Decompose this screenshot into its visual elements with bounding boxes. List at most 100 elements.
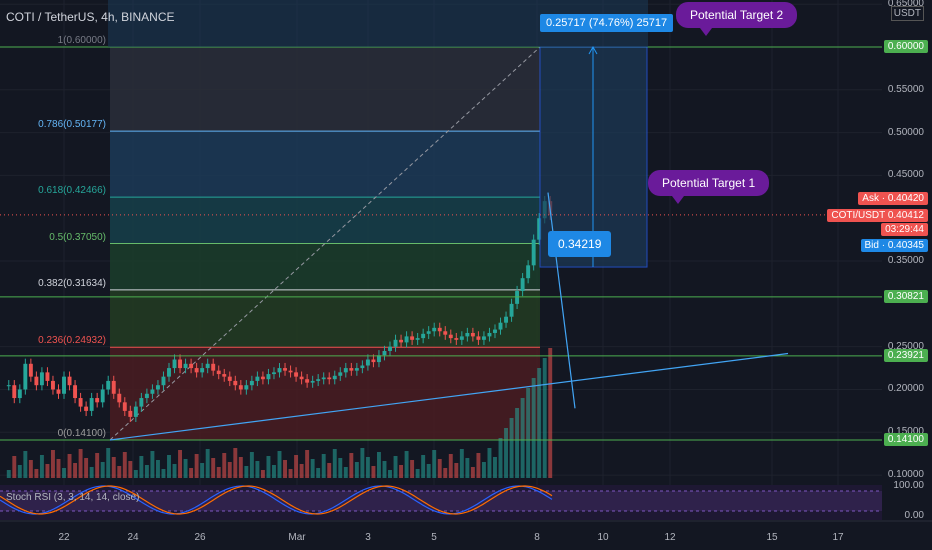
candle-body — [144, 393, 149, 399]
volume-bar — [283, 460, 287, 478]
candle-body — [338, 372, 343, 376]
fib-level-label: 1(0.60000) — [57, 35, 106, 46]
candle-body — [89, 398, 94, 411]
volume-bar — [332, 449, 337, 478]
volume-bar — [216, 467, 221, 478]
fib-retracement — [109, 46, 541, 441]
volume-bar — [459, 449, 464, 478]
volume-bar — [376, 452, 381, 478]
volume-bar — [161, 469, 166, 478]
volume-bar — [100, 462, 105, 478]
volume-bar — [448, 454, 453, 478]
fib-band — [110, 197, 540, 244]
candle-body — [34, 376, 39, 386]
candle-body — [371, 359, 376, 363]
time-tick-label: 22 — [58, 532, 70, 543]
candle-body — [426, 331, 431, 334]
candle-body — [189, 363, 194, 369]
candle-body — [531, 239, 536, 266]
line-price-tag: 0.60000 — [883, 40, 928, 53]
candle-body — [294, 372, 299, 377]
candle-body — [6, 385, 11, 387]
volume-bar — [238, 457, 243, 478]
candle-body — [167, 368, 171, 377]
candle-body — [448, 334, 453, 339]
candle-body — [388, 346, 392, 351]
candle-body — [45, 372, 50, 381]
fib-diagonal — [109, 46, 541, 441]
time-tick-label: Mar — [288, 532, 306, 543]
time-tick-label: 8 — [534, 532, 540, 543]
candle-body — [349, 368, 354, 371]
candle-body — [155, 385, 160, 390]
target1-bubble[interactable]: Potential Target 1 — [648, 170, 770, 204]
candle-body — [100, 389, 105, 403]
volume-bar — [172, 464, 177, 478]
measure-label: 0.25717 (74.76%) 25717 — [540, 14, 674, 32]
volume-bar — [128, 461, 133, 478]
candle-body — [128, 410, 133, 417]
volume-bar — [73, 463, 78, 478]
candle-body — [509, 303, 514, 317]
price-tick-label: 0.15000 — [887, 426, 924, 438]
candle-body — [321, 377, 326, 380]
candle-body — [399, 339, 404, 343]
candle-body — [238, 385, 243, 390]
volume-bar — [388, 470, 392, 478]
volume-bar — [266, 456, 271, 478]
candle-body — [150, 389, 155, 394]
volume-bar — [465, 458, 470, 478]
candle-body — [470, 332, 475, 337]
volume-bar — [117, 466, 122, 478]
price-tick-label: 0.25000 — [887, 340, 924, 352]
candle-body — [360, 365, 365, 369]
stoch-tick-label: 100.00 — [893, 480, 924, 491]
volume-bar — [106, 448, 111, 478]
volume-bar — [537, 368, 542, 478]
candle-body — [227, 376, 232, 381]
volume-bar — [432, 450, 437, 478]
volume-bar — [349, 453, 354, 478]
candle-body — [332, 375, 337, 380]
candle-body — [404, 336, 409, 343]
stoch-tick-label: 0.00 — [904, 510, 924, 521]
candle-body — [255, 376, 260, 381]
candle-body — [194, 368, 199, 373]
currency-label: USDT — [890, 6, 924, 21]
volume-bar — [454, 463, 459, 478]
volume-bar — [426, 464, 431, 478]
symbol-title: COTI / TetherUS, 4h, BINANCE — [6, 10, 175, 24]
volume-bar — [34, 469, 39, 478]
candle-body — [211, 363, 216, 371]
volume-bar — [150, 451, 155, 478]
volume-bar — [410, 460, 415, 478]
time-tick-label: 5 — [431, 532, 437, 543]
candle-body — [95, 398, 100, 403]
volume-bar — [249, 452, 254, 478]
entry-callout: 0.34219 — [548, 231, 612, 257]
candle-body — [432, 327, 437, 332]
volume-bar — [56, 459, 61, 478]
candle-body — [277, 368, 282, 373]
candle-body — [178, 359, 183, 369]
volume-bar — [476, 453, 481, 478]
volume-bar — [548, 348, 553, 478]
candle-body — [12, 385, 17, 399]
volume-bar — [62, 468, 66, 478]
volume-bar — [260, 470, 265, 478]
volume-bar — [227, 462, 232, 478]
volume-bar — [316, 468, 321, 478]
candle-body — [465, 332, 470, 337]
candle-body — [133, 406, 138, 417]
target2-bubble[interactable]: Potential Target 2 — [676, 2, 798, 36]
candle-body — [288, 370, 293, 373]
volume-bar — [12, 456, 17, 478]
candle-body — [481, 336, 486, 340]
volume-bar — [45, 464, 50, 478]
candle-body — [504, 316, 508, 323]
stoch-k-line — [0, 485, 553, 515]
candle-body — [316, 379, 321, 381]
candlesticks — [6, 195, 553, 423]
time-tick-label: 24 — [127, 532, 139, 543]
